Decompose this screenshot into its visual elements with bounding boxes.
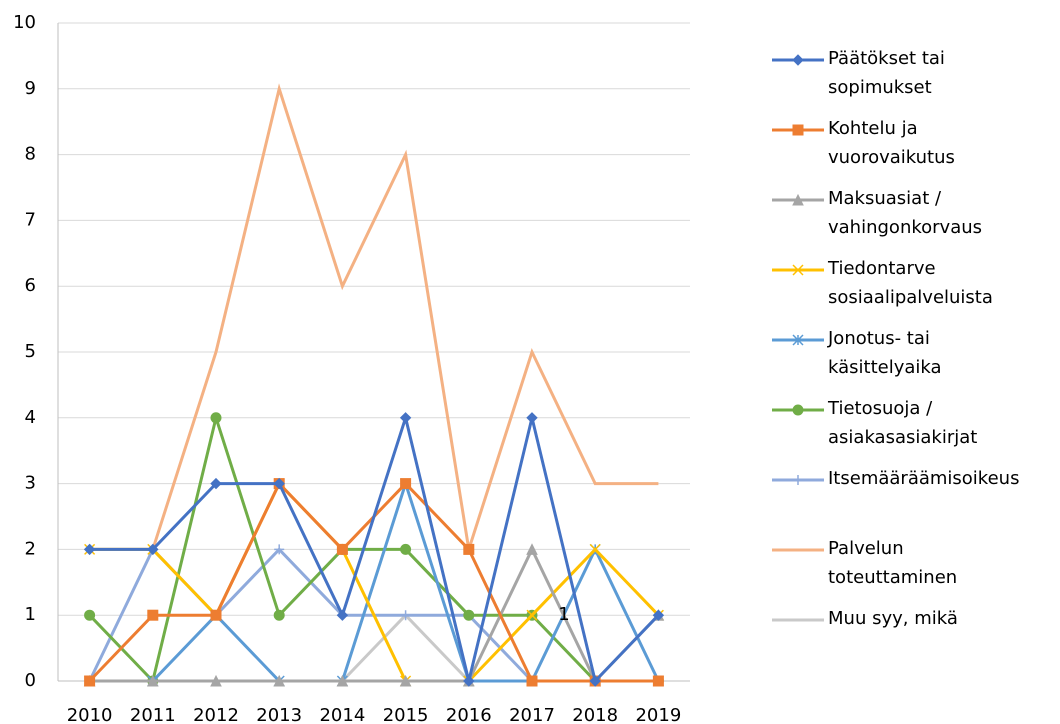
legend-entry: Päätökset tai sopimukset xyxy=(770,44,1060,114)
legend-label: Tiedontarve sosiaalipalveluista xyxy=(828,258,993,308)
series-line xyxy=(89,613,659,683)
marker xyxy=(792,334,804,346)
legend-label: Maksuasiat / vahingonkorvaus xyxy=(828,188,983,238)
legend-entry: Tietosuoja / asiakasasiakirjat xyxy=(770,394,1060,464)
legend-swatch xyxy=(772,193,824,206)
marker xyxy=(463,675,475,687)
legend-entry: Muu syy, mikä xyxy=(770,604,1060,674)
marker xyxy=(83,543,96,556)
legend-label: Palvelun toteuttaminen xyxy=(828,538,958,588)
y-tick-label: 6 xyxy=(25,275,36,296)
legend: Päätökset tai sopimukset Kohtelu ja vuoro… xyxy=(770,44,1060,674)
x-tick-label: 2011 xyxy=(130,705,176,724)
legend-swatch xyxy=(772,54,824,66)
marker xyxy=(526,675,538,687)
annotation: 1 xyxy=(558,604,569,625)
series-line xyxy=(89,481,660,683)
marker xyxy=(526,543,538,555)
marker xyxy=(146,674,159,687)
legend-swatch xyxy=(772,618,824,622)
legend-swatch xyxy=(772,404,824,416)
x-tick-label: 2017 xyxy=(509,705,555,724)
y-tick-label: 2 xyxy=(25,538,36,559)
legend-swatch xyxy=(772,124,824,136)
legend-entry: Maksuasiat / vahingonkorvaus xyxy=(770,184,1060,254)
legend-swatch xyxy=(772,264,824,276)
marker xyxy=(792,54,804,66)
marker xyxy=(652,675,664,687)
marker xyxy=(792,264,804,276)
marker xyxy=(273,477,285,490)
legend-entry: Tiedontarve sosiaalipalveluista xyxy=(770,254,1060,324)
x-tick-label: 2018 xyxy=(572,705,618,724)
x-tick-label: 2014 xyxy=(319,705,365,724)
legend-entry: Kohtelu ja vuorovaikutus xyxy=(770,114,1060,184)
marker xyxy=(336,674,349,687)
marker xyxy=(84,675,96,687)
marker xyxy=(463,543,475,555)
x-tick-label: 2015 xyxy=(383,705,429,724)
x-tick-label: 2019 xyxy=(635,705,681,724)
x-tick-label: 2013 xyxy=(256,705,302,724)
series-line xyxy=(89,412,660,685)
marker xyxy=(526,412,538,424)
marker xyxy=(526,609,538,621)
marker xyxy=(210,609,222,621)
marker xyxy=(84,609,96,621)
marker xyxy=(792,404,804,416)
marker xyxy=(400,610,411,621)
y-tick-label: 3 xyxy=(25,473,36,494)
marker xyxy=(273,674,286,687)
y-tick-label: 5 xyxy=(25,341,36,362)
legend-label: Päätökset tai sopimukset xyxy=(828,48,945,98)
x-tick-label: 2010 xyxy=(67,705,113,724)
marker xyxy=(400,478,412,490)
marker xyxy=(589,543,601,555)
legend-label: Jonotus- tai käsittelyaika xyxy=(828,328,942,378)
marker xyxy=(792,193,804,206)
marker xyxy=(793,475,803,485)
marker xyxy=(273,609,285,621)
legend-label: Itsemääräämisoikeus xyxy=(828,468,1020,489)
y-tick-label: 0 xyxy=(25,670,36,691)
marker xyxy=(336,609,349,621)
x-tick-label: 2012 xyxy=(193,705,239,724)
y-tick-label: 8 xyxy=(25,144,36,165)
marker xyxy=(336,543,348,555)
marker xyxy=(274,544,285,555)
legend-label: Tietosuoja / asiakasasiakirjat xyxy=(828,398,978,448)
series-line xyxy=(89,83,659,551)
legend-swatch xyxy=(772,334,824,346)
x-tick-label: 2016 xyxy=(446,705,492,724)
series-line xyxy=(89,545,660,684)
y-tick-label: 9 xyxy=(25,78,36,99)
marker xyxy=(147,543,159,556)
marker xyxy=(210,412,222,424)
legend-entry: Itsemääräämisoikeus xyxy=(770,464,1060,534)
legend-swatch xyxy=(772,475,824,485)
y-tick-label: 4 xyxy=(25,407,36,428)
series-line xyxy=(88,412,659,685)
y-tick-label: 10 xyxy=(13,12,36,33)
legend-label: Kohtelu ja vuorovaikutus xyxy=(828,118,955,168)
marker xyxy=(792,124,804,136)
legend-entry: Palvelun toteuttaminen xyxy=(770,534,1060,604)
marker xyxy=(210,477,222,490)
y-tick-label: 7 xyxy=(25,209,36,230)
marker xyxy=(652,609,665,621)
legend-entry: Jonotus- tai käsittelyaika xyxy=(770,324,1060,394)
legend-label: Muu syy, mikä xyxy=(828,608,958,629)
marker xyxy=(463,609,475,621)
marker xyxy=(147,609,159,621)
marker xyxy=(210,674,222,687)
marker xyxy=(399,674,412,687)
marker xyxy=(400,543,412,555)
legend-swatch xyxy=(772,548,824,552)
marker xyxy=(589,675,601,687)
marker xyxy=(399,412,412,424)
y-tick-label: 1 xyxy=(25,604,36,625)
